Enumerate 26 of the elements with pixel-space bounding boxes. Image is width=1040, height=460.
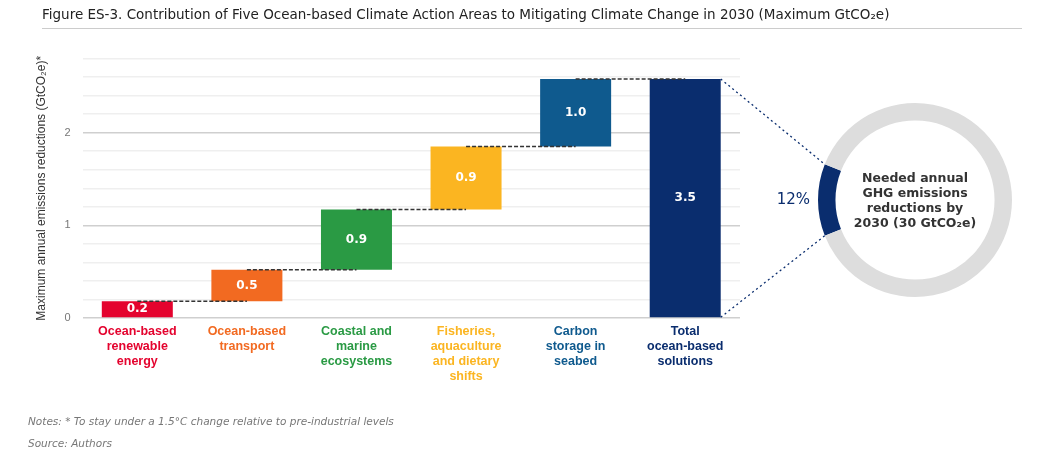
bar [540,78,612,147]
bar [430,146,502,210]
text: Needed annual GHG emissions reductions by 2030 (30 GtCO₂e) [852,170,978,230]
y-tick-label: 1 [64,218,71,231]
annotation: 0.9 [345,231,368,246]
source-note: Source: Authors [28,437,112,449]
text: Notes: * To stay under a 1.5°C change relative to pre-industrial levels [28,415,394,427]
x-tick-label: Ocean-based renewable energy [98,323,177,368]
annotation: 3.5 [674,190,696,205]
bar [649,78,721,318]
chart-title: Figure ES-3. Contribution of Five Ocean-based Climate Action Areas to Mitigating Climate Change in 2030 (Maximum GtCO₂e) [42,6,1022,29]
y-axis-title: Maximum annual emissions reductions (GtCO₂e)* [33,55,48,321]
annotation: 0.9 [455,170,477,185]
bar [320,209,392,270]
x-tick-label: Ocean-based transport [207,323,287,353]
annotation: 0.5 [236,277,258,292]
x-tick-label: Fisheries, aquaculture and dietary shifts [430,323,502,383]
data-label: 12% [776,189,810,208]
x-tick-label: Coastal and marine ecosystems [320,323,393,368]
bar [211,269,283,302]
x-tick-label: Total ocean-based solutions [647,323,724,368]
y-tick-label: 2 [64,125,71,138]
y-tick-label: 0 [64,311,71,324]
annotation: 0.2 [126,301,148,316]
annotation: 1.0 [565,104,587,119]
x-tick-label: Carbon storage in seabed [545,323,606,368]
